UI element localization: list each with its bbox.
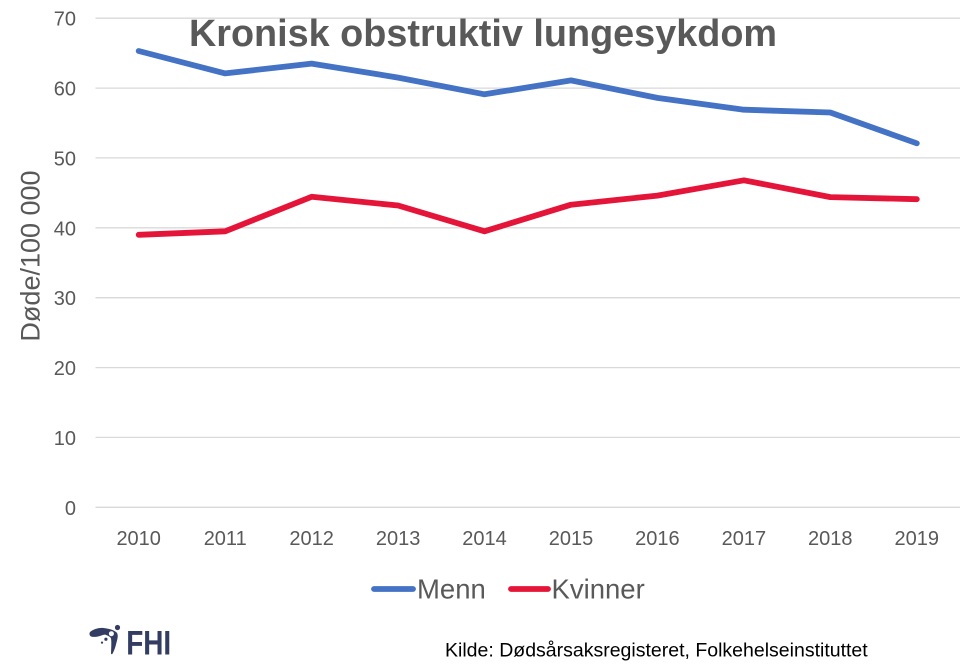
svg-text:20: 20 [54, 358, 76, 380]
svg-text:40: 40 [54, 218, 76, 240]
svg-text:2017: 2017 [722, 528, 767, 550]
svg-text:Menn: Menn [417, 573, 486, 604]
svg-text:70: 70 [54, 9, 76, 31]
svg-text:2019: 2019 [895, 528, 940, 550]
svg-text:30: 30 [54, 288, 76, 310]
svg-text:FHI: FHI [126, 624, 171, 662]
svg-text:2018: 2018 [808, 528, 853, 550]
svg-text:Kilde: Dødsårsaksregisteret, F: Kilde: Dødsårsaksregisteret, Folkehelsei… [445, 640, 868, 662]
svg-text:2013: 2013 [376, 528, 421, 550]
svg-text:Kvinner: Kvinner [552, 573, 645, 604]
svg-text:60: 60 [54, 79, 76, 101]
svg-text:2015: 2015 [549, 528, 594, 550]
svg-text:2014: 2014 [462, 528, 507, 550]
svg-text:2012: 2012 [289, 528, 334, 550]
svg-text:50: 50 [54, 148, 76, 170]
svg-text:Kronisk obstruktiv lungesykdom: Kronisk obstruktiv lungesykdom [189, 13, 777, 55]
svg-text:0: 0 [65, 498, 76, 520]
svg-text:2010: 2010 [116, 528, 161, 550]
svg-text:2016: 2016 [635, 528, 680, 550]
svg-text:2011: 2011 [204, 528, 247, 550]
svg-text:Døde/100 000: Døde/100 000 [16, 170, 46, 341]
svg-text:10: 10 [54, 428, 76, 450]
